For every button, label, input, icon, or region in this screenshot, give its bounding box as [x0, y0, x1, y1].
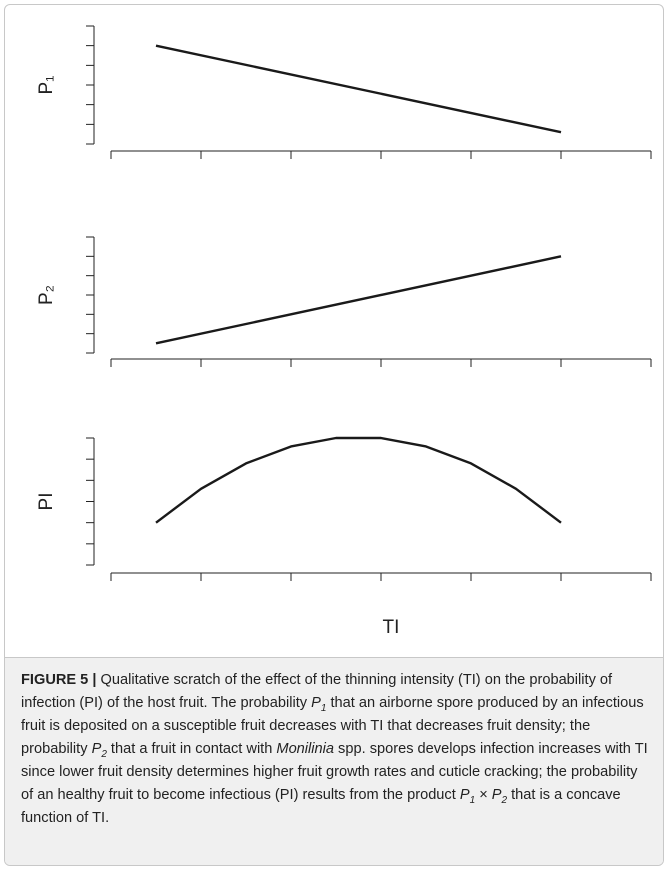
caption-text: that an airborne spore produced by an in… [21, 695, 644, 757]
caption-italic: Monilinia [276, 741, 334, 757]
y-axis-label: P₁ [36, 75, 57, 94]
caption-text: that is a concave function of TI. [21, 787, 621, 826]
caption-sub: 1 [469, 794, 476, 806]
caption-text: × [475, 787, 492, 803]
caption-italic: P [491, 787, 502, 803]
y-axis-label: PI [36, 493, 57, 511]
caption-text: Qualitative scratch of the effect of the… [21, 672, 613, 711]
caption-text: spp. spores develops infection increases… [21, 741, 648, 803]
data-line [155, 436, 562, 524]
caption-text: that a fruit in contact with [106, 741, 277, 757]
caption-italic: P [311, 695, 321, 711]
figure-caption: FIGURE 5 | Qualitative scratch of the ef… [5, 657, 663, 865]
x-axis-label: TI [383, 617, 400, 638]
data-line [155, 255, 562, 345]
data-line [155, 44, 562, 134]
figure-charts: P₁ P₂ PI TI [36, 25, 652, 638]
caption-sub: 1 [320, 702, 327, 714]
figure-frame: P₁ P₂ PI TI FIGURE 5 | Qualitative scratch … [4, 4, 664, 866]
caption-italic: P [459, 787, 470, 803]
y-axis-label: P₂ [36, 285, 57, 305]
caption-italic: P [91, 741, 102, 757]
caption-sub: 2 [501, 794, 508, 806]
caption-sub: 2 [101, 748, 107, 760]
caption-bold: FIGURE 5 | [21, 672, 101, 688]
